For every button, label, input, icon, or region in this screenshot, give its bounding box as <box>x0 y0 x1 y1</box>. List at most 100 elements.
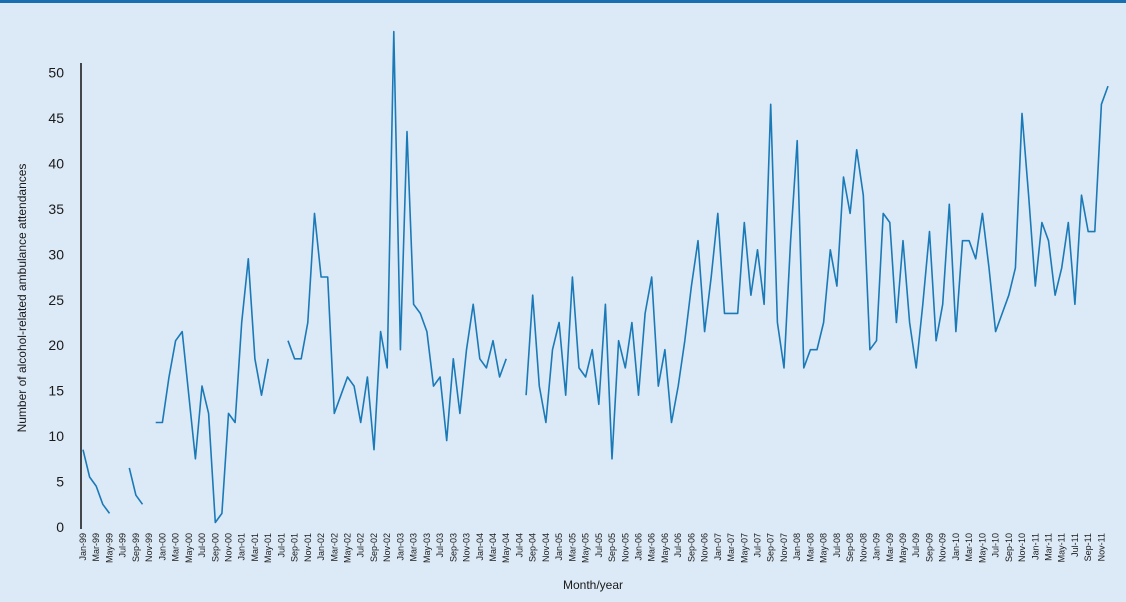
data-point <box>1008 294 1010 296</box>
data-point <box>618 340 620 342</box>
data-point <box>406 131 408 133</box>
x-axis: Jan-99 Mar-99 May-99 Jul-99 Sep-99 Nov-99 Jan-… <box>78 533 1106 563</box>
data-point <box>1054 294 1056 296</box>
x-tick-label: Nov-01 <box>303 533 313 562</box>
x-tick-label: Jul-07 <box>753 533 763 558</box>
data-point <box>644 312 646 314</box>
x-tick-label: Jan-03 <box>395 533 405 561</box>
y-tick-label: 25 <box>48 292 64 308</box>
x-tick-label: Nov-00 <box>223 533 233 562</box>
data-point <box>241 322 243 324</box>
series-line-segment <box>287 30 507 451</box>
data-point <box>228 412 230 414</box>
data-point <box>690 285 692 287</box>
x-tick-label: Mar-03 <box>409 533 419 562</box>
data-point <box>366 376 368 378</box>
y-tick-label: 20 <box>48 337 64 353</box>
y-tick-label: 50 <box>48 65 64 81</box>
data-point <box>221 512 223 514</box>
x-tick-label: Mar-11 <box>1043 533 1053 561</box>
x-tick-label: Jan-09 <box>872 533 882 561</box>
data-point <box>419 312 421 314</box>
series-line-segment <box>82 449 111 514</box>
x-tick-label: Jul-03 <box>435 533 445 558</box>
x-tick-label: Sep-07 <box>766 533 776 562</box>
data-point <box>327 276 329 278</box>
data-point <box>413 303 415 305</box>
data-point <box>803 367 805 369</box>
data-point <box>591 349 593 351</box>
data-point <box>201 385 203 387</box>
x-tick-label: Jan-10 <box>951 533 961 561</box>
data-point <box>333 412 335 414</box>
data-point <box>929 231 931 233</box>
data-point <box>902 240 904 242</box>
x-tick-label: Jan-11 <box>1030 533 1040 560</box>
data-point <box>287 340 289 342</box>
data-point <box>89 476 91 478</box>
data-point <box>651 276 653 278</box>
x-tick-label: Jan-07 <box>713 533 723 561</box>
x-tick-label: Sep-08 <box>845 533 855 562</box>
data-point <box>981 212 983 214</box>
data-point <box>585 376 587 378</box>
data-point <box>962 240 964 242</box>
data-point <box>571 276 573 278</box>
y-axis: 0 5 10 15 20 25 30 35 40 45 50 <box>48 63 82 535</box>
data-point <box>750 294 752 296</box>
data-point <box>671 422 673 424</box>
y-tick-label: 10 <box>48 428 64 444</box>
data-point <box>948 203 950 205</box>
data-point <box>935 340 937 342</box>
data-point <box>988 267 990 269</box>
data-point <box>181 331 183 333</box>
x-tick-label: Nov-04 <box>541 533 551 562</box>
data-point <box>128 467 130 469</box>
series-line-segment <box>525 85 1109 460</box>
data-point <box>558 322 560 324</box>
data-point <box>823 322 825 324</box>
data-point <box>611 458 613 460</box>
data-point <box>380 331 382 333</box>
data-point <box>1028 194 1030 196</box>
x-tick-label: Mar-00 <box>171 533 181 562</box>
data-point <box>1014 267 1016 269</box>
x-tick-label: May-00 <box>184 533 194 563</box>
data-point <box>314 212 316 214</box>
data-point <box>598 403 600 405</box>
data-point <box>188 394 190 396</box>
x-tick-label: Jan-04 <box>475 533 485 561</box>
data-point <box>763 303 765 305</box>
x-tick-label: May-07 <box>739 533 749 563</box>
x-tick-label: Nov-99 <box>144 533 154 562</box>
data-point <box>155 422 157 424</box>
data-point <box>895 322 897 324</box>
data-point <box>102 503 104 505</box>
data-point <box>194 458 196 460</box>
data-point <box>1081 194 1083 196</box>
data-point <box>168 376 170 378</box>
x-tick-label: Sep-10 <box>1004 533 1014 562</box>
y-tick-label: 45 <box>48 110 64 126</box>
x-tick-label: Sep-99 <box>131 533 141 562</box>
x-tick-label: Sep-11 <box>1083 533 1093 561</box>
data-point <box>915 367 917 369</box>
data-point <box>677 385 679 387</box>
x-tick-label: Jan-05 <box>554 533 564 561</box>
data-point <box>1048 240 1050 242</box>
data-point <box>730 312 732 314</box>
y-tick-label: 30 <box>48 246 64 262</box>
data-point <box>446 440 448 442</box>
data-point <box>565 394 567 396</box>
data-point <box>717 212 719 214</box>
data-point <box>1107 85 1109 87</box>
x-tick-label: May-05 <box>581 533 591 563</box>
data-point <box>538 385 540 387</box>
data-point <box>975 258 977 260</box>
data-point <box>347 376 349 378</box>
x-tick-label: Mar-02 <box>329 533 339 562</box>
data-point <box>816 349 818 351</box>
data-point <box>267 358 269 360</box>
data-point <box>942 303 944 305</box>
x-tick-label: Mar-09 <box>885 533 895 562</box>
